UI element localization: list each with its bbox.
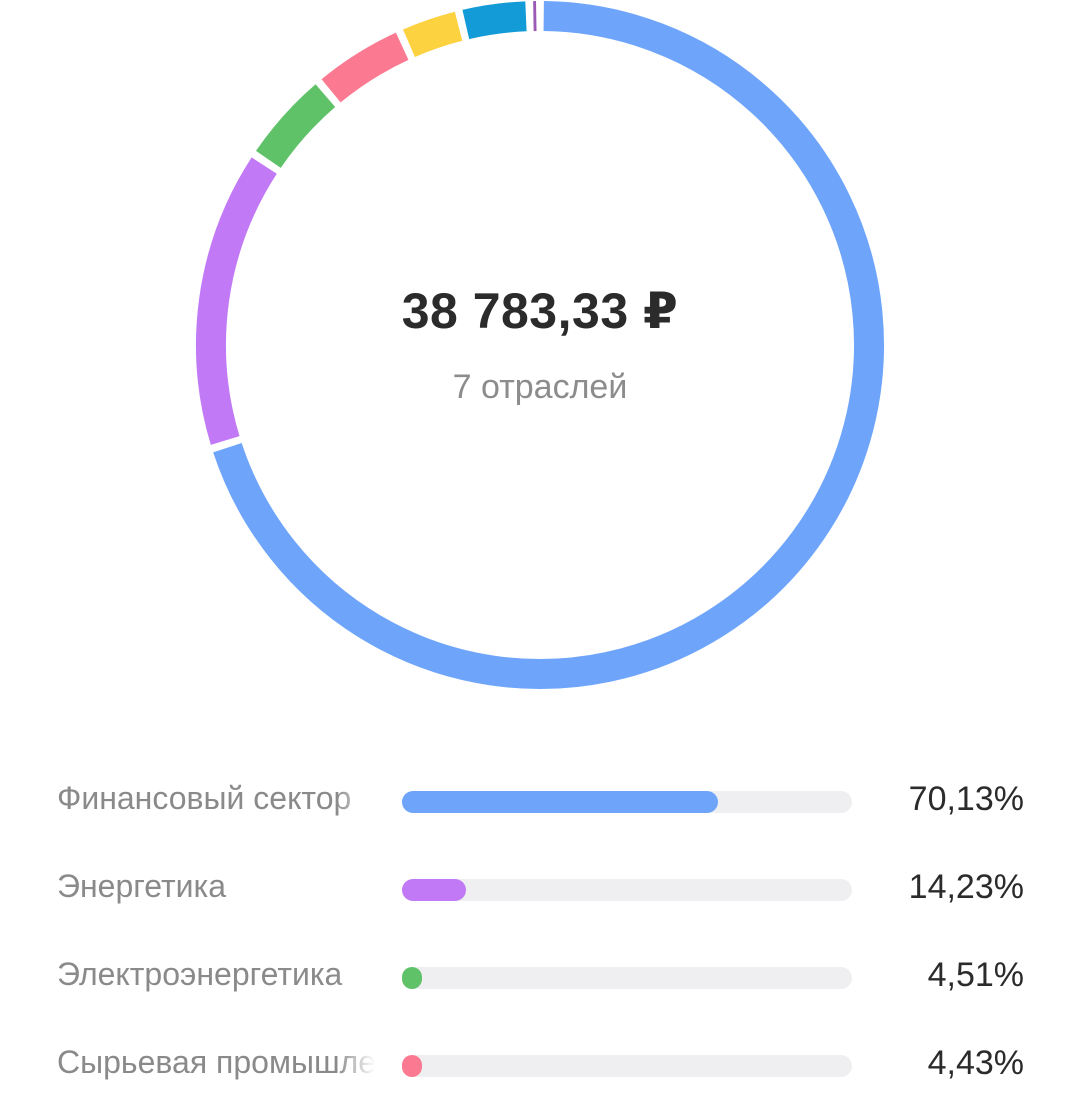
- portfolio-total: 38 783,33 ₽: [240, 282, 840, 340]
- sector-row-energy[interactable]: Энергетика 14,23%: [0, 846, 1080, 934]
- sector-row-finance[interactable]: Финансовый сектор 70,13%: [0, 758, 1080, 846]
- sector-label: Энергетика: [57, 868, 375, 905]
- donut-segment-6[interactable]: [466, 16, 526, 24]
- sector-percent: 70,13%: [909, 780, 1024, 819]
- sector-bar-track: [402, 791, 852, 813]
- sector-percent: 4,51%: [928, 956, 1024, 995]
- donut-chart: 38 783,33 ₽ 7 отраслей: [0, 0, 1080, 720]
- donut-segment-5[interactable]: [409, 26, 459, 43]
- sector-bar-track: [402, 879, 852, 901]
- donut-svg: [0, 0, 1080, 720]
- sector-bar-fill: [402, 967, 422, 989]
- sector-row-electric-power[interactable]: Электроэнергетика 4,51%: [0, 934, 1080, 1022]
- sector-row-raw-materials[interactable]: Сырьевая промышленность 4,43%: [0, 1022, 1080, 1110]
- sector-bar-fill: [402, 879, 466, 901]
- sector-percent: 14,23%: [909, 868, 1024, 907]
- sectors-count: 7 отраслей: [240, 368, 840, 407]
- sector-label: Финансовый сектор: [57, 780, 375, 817]
- donut-segment-3[interactable]: [268, 96, 325, 160]
- sector-bar-track: [402, 1055, 852, 1077]
- sector-label: Сырьевая промышленность: [57, 1044, 375, 1081]
- sector-bar-fill: [402, 791, 718, 813]
- sector-label: Электроэнергетика: [57, 956, 375, 993]
- sector-percent: 4,43%: [928, 1044, 1024, 1083]
- donut-segment-4[interactable]: [331, 46, 402, 91]
- sector-list: Финансовый сектор 70,13% Энергетика 14,2…: [0, 758, 1080, 1110]
- sector-bar-track: [402, 967, 852, 989]
- sector-bar-fill: [402, 1055, 422, 1077]
